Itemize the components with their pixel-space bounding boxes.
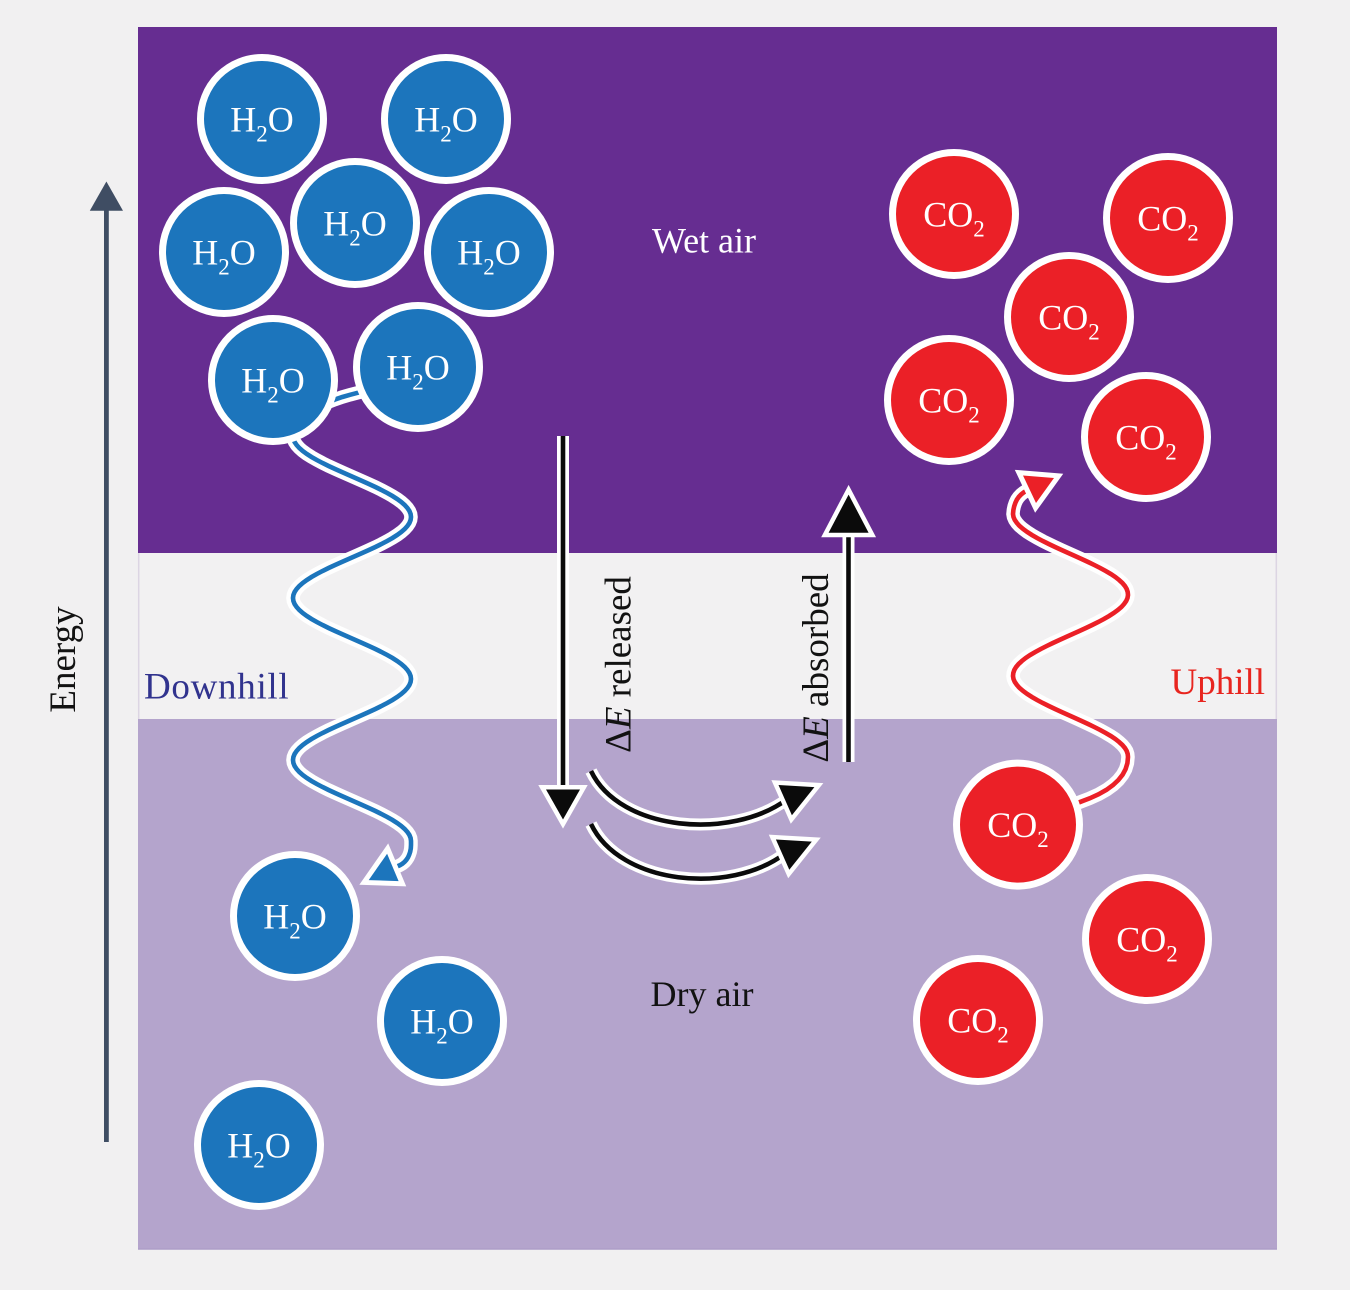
svg-text:Downhill: Downhill <box>144 667 289 708</box>
svg-text:ΔE released: ΔE released <box>599 576 640 753</box>
svg-text:Dry air: Dry air <box>651 974 754 1014</box>
svg-text:Energy: Energy <box>43 606 84 713</box>
svg-text:Wet air: Wet air <box>652 221 756 261</box>
svg-text:ΔE absorbed: ΔE absorbed <box>796 573 837 763</box>
svg-text:H2O: H2O <box>410 1002 474 1049</box>
svg-text:H2O: H2O <box>414 100 478 147</box>
svg-text:CO2: CO2 <box>1038 298 1100 345</box>
svg-text:Uphill: Uphill <box>1171 662 1266 703</box>
svg-text:H2O: H2O <box>457 233 521 280</box>
svg-text:CO2: CO2 <box>947 1001 1009 1048</box>
